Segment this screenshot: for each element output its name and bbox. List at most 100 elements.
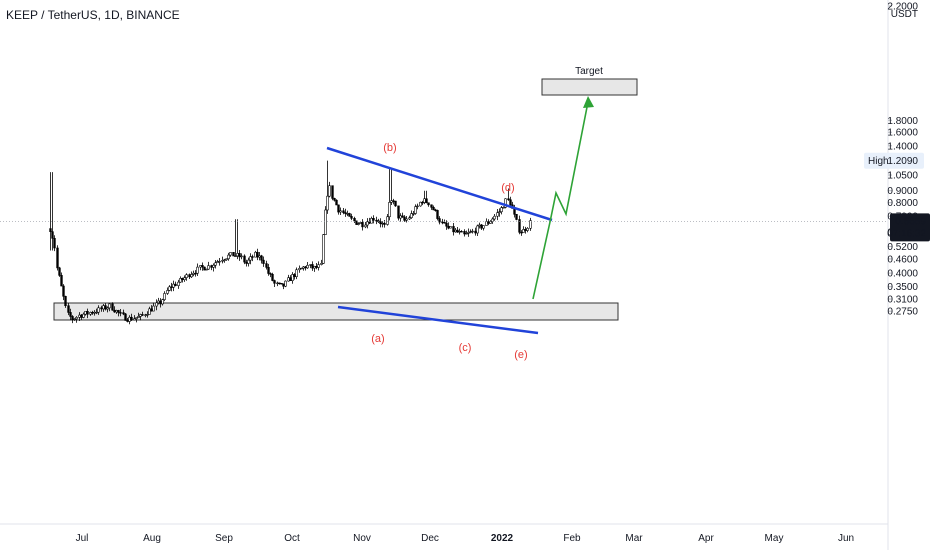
candle-body bbox=[223, 259, 226, 261]
candle-body bbox=[392, 200, 395, 202]
candle-body bbox=[504, 198, 507, 208]
y-tick-label: 0.4000 bbox=[887, 269, 918, 280]
candle-body bbox=[168, 286, 171, 291]
x-tick-label: Sep bbox=[215, 533, 233, 544]
chart-title: KEEP / TetherUS, 1D, BINANCE bbox=[6, 8, 180, 22]
candle-body bbox=[419, 201, 422, 207]
target-label: Target bbox=[575, 66, 603, 77]
candle-body bbox=[269, 273, 272, 275]
candle-body bbox=[201, 265, 204, 268]
candle-body bbox=[300, 267, 303, 270]
candle-body bbox=[155, 302, 158, 307]
x-tick-label: Apr bbox=[698, 533, 714, 544]
candle-body bbox=[133, 318, 136, 321]
candle-body bbox=[82, 313, 85, 318]
candle-body bbox=[443, 221, 446, 224]
candle-body bbox=[447, 225, 450, 229]
candle-body bbox=[104, 305, 107, 310]
x-tick-label: May bbox=[765, 533, 784, 544]
candle-body bbox=[346, 213, 349, 215]
candle-body bbox=[240, 255, 243, 258]
y-tick-label: 1.8000 bbox=[887, 116, 918, 127]
candle-body bbox=[258, 255, 261, 258]
candle-body bbox=[53, 238, 56, 249]
candle-body bbox=[267, 267, 270, 274]
candle-body bbox=[412, 213, 415, 215]
candle-body bbox=[203, 266, 206, 271]
candle-body bbox=[416, 205, 419, 208]
candle-body bbox=[106, 307, 109, 310]
candle-body bbox=[84, 311, 87, 315]
candle-body bbox=[152, 305, 155, 312]
candle-body bbox=[177, 281, 180, 286]
candle-body bbox=[394, 200, 397, 207]
candle-body bbox=[311, 264, 314, 269]
candle-body bbox=[293, 274, 296, 277]
candle-body bbox=[280, 283, 283, 285]
candle-body bbox=[315, 266, 318, 268]
candle-body bbox=[205, 268, 208, 271]
candle-body bbox=[216, 261, 219, 264]
candle-body bbox=[366, 221, 369, 226]
candle-body bbox=[491, 218, 494, 222]
candle-body bbox=[161, 299, 164, 305]
candle-body bbox=[390, 200, 393, 203]
candle-body bbox=[430, 204, 433, 208]
candle-body bbox=[434, 209, 437, 211]
candle-body bbox=[401, 215, 404, 218]
candle-body bbox=[262, 259, 265, 264]
y-tick-label: 0.9000 bbox=[887, 186, 918, 197]
x-tick-label: Nov bbox=[353, 533, 371, 544]
y-tick-label: 0.3100 bbox=[887, 295, 918, 306]
candle-body bbox=[522, 229, 525, 233]
candle-body bbox=[287, 277, 290, 282]
candle-body bbox=[100, 307, 103, 310]
candle-body bbox=[397, 205, 400, 219]
candle-body bbox=[507, 198, 510, 201]
candle-body bbox=[172, 283, 175, 288]
candle-body bbox=[386, 216, 389, 225]
candle-body bbox=[181, 278, 184, 281]
candle-body bbox=[452, 226, 455, 233]
candle-body bbox=[159, 300, 162, 305]
candle-body bbox=[95, 311, 98, 314]
candle-body bbox=[456, 229, 459, 233]
candle-body bbox=[229, 252, 232, 256]
candle-body bbox=[56, 247, 59, 269]
candle-body bbox=[515, 213, 518, 220]
candle-body bbox=[339, 210, 342, 213]
candle-body bbox=[183, 277, 186, 281]
currency-label: USDT bbox=[891, 9, 918, 20]
candle-body bbox=[449, 226, 452, 229]
candle-body bbox=[157, 300, 160, 304]
candle-body bbox=[64, 295, 67, 307]
candle-body bbox=[313, 266, 316, 269]
candle-body bbox=[221, 260, 224, 262]
candle-body bbox=[498, 211, 501, 213]
lower-trendline bbox=[337, 305, 539, 335]
candle-body bbox=[207, 265, 210, 270]
candle-body bbox=[130, 316, 133, 321]
candle-body bbox=[309, 264, 312, 266]
candle-body bbox=[518, 219, 521, 233]
candle-body bbox=[199, 265, 202, 268]
candle-body bbox=[190, 274, 193, 278]
candle-body bbox=[265, 263, 268, 268]
candle-body bbox=[476, 225, 479, 234]
candle-body bbox=[454, 229, 457, 233]
candle-body bbox=[467, 232, 470, 234]
candle-body bbox=[238, 253, 241, 258]
candle-body bbox=[148, 308, 151, 315]
candle-body bbox=[445, 222, 448, 227]
candle-body bbox=[75, 317, 78, 320]
candle-body bbox=[166, 290, 169, 294]
candle-body bbox=[174, 283, 177, 286]
y-tick-label: 0.5200 bbox=[887, 242, 918, 253]
candle-body bbox=[146, 314, 149, 316]
candle-body bbox=[111, 303, 114, 311]
projection-arrowhead bbox=[583, 96, 594, 108]
candle-body bbox=[284, 280, 287, 287]
candle-body bbox=[185, 274, 188, 278]
wave-label-e: (e) bbox=[514, 349, 527, 361]
